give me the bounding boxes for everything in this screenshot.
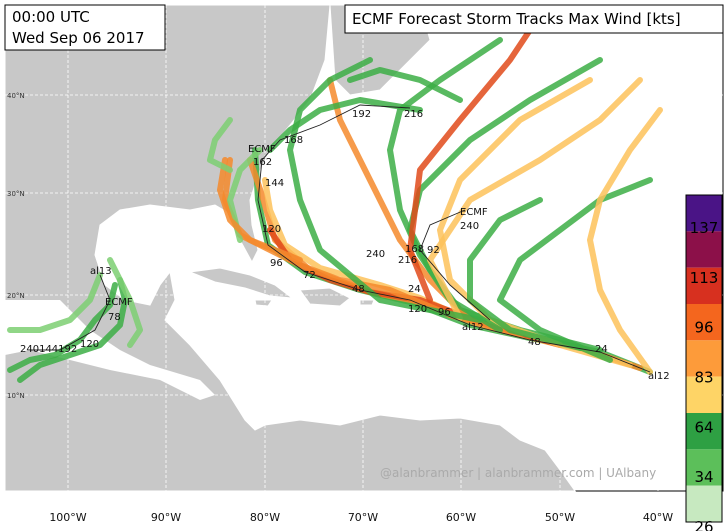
track-label: 78: [108, 312, 121, 323]
track-label: 216: [404, 109, 423, 120]
colorbar-label: 64: [694, 418, 713, 436]
official-track: [257, 104, 651, 373]
track-label: 240: [460, 221, 479, 232]
colorbar-label: 26: [694, 518, 713, 531]
track: [217, 157, 303, 263]
track-label: al12: [648, 371, 670, 382]
track-label: ECMF: [460, 207, 488, 218]
track: [7, 272, 103, 333]
valid-date: Wed Sep 06 2017: [12, 29, 145, 47]
storm-tracks: [7, 12, 663, 383]
cuba: [188, 267, 294, 299]
track: [227, 147, 263, 243]
track: [347, 67, 463, 103]
track-label: 48: [352, 284, 365, 295]
track: [107, 257, 143, 348]
colorbar-label: 96: [694, 319, 713, 337]
track-label: 24: [595, 344, 608, 355]
lat-label: 30°N: [7, 190, 25, 198]
lon-label: 80°W: [250, 511, 280, 524]
track-label: 162: [253, 157, 272, 168]
track-labels: al12 al12 24 48 96 24 120 48 72 96 120 1…: [20, 109, 670, 382]
track-label: 96: [270, 258, 283, 269]
lon-label: 40°W: [643, 511, 673, 524]
lat-label: 10°N: [7, 392, 25, 400]
colorbar-label: 34: [694, 468, 713, 486]
track-label: 168: [284, 135, 303, 146]
colorbar-segment: [686, 485, 722, 522]
official-track: [419, 209, 491, 321]
track: [267, 97, 423, 153]
track-label: al13: [90, 266, 112, 277]
track-label: ECMF: [105, 297, 133, 308]
track: [427, 77, 643, 321]
track-label: 92: [427, 245, 440, 256]
colorbar-label: 113: [690, 269, 719, 287]
lat-label: 20°N: [7, 292, 25, 300]
lat-label: 40°N: [7, 92, 25, 100]
track-label: 168: [405, 244, 424, 255]
title-box: [344, 4, 724, 34]
watermark: @alanbrammer | alanbrammer.com | UAlbany: [380, 466, 656, 480]
valid-time: 00:00 UTC: [12, 8, 90, 26]
track-label: 96: [438, 307, 451, 318]
track-label: 216: [398, 255, 417, 266]
lon-label: 50°W: [545, 511, 575, 524]
track-label: 240: [366, 249, 385, 260]
colorbar-segment: [686, 304, 722, 341]
official-track: [30, 274, 111, 351]
track-label: 120: [80, 339, 99, 350]
colorbar-segment: [686, 231, 722, 268]
colorbar-label: 83: [694, 369, 713, 387]
lon-label: 90°W: [151, 511, 181, 524]
puerto-rico: [359, 299, 375, 306]
track-label: 72: [303, 270, 316, 281]
track-label: 48: [528, 337, 541, 348]
lon-label: 60°W: [446, 511, 476, 524]
colorbar-label: 137: [690, 219, 719, 237]
time-box: [4, 4, 166, 51]
colorbar-segment: [686, 267, 722, 304]
track-label: 240144192: [20, 344, 77, 355]
colorbar-segment: [686, 376, 722, 413]
hispaniola: [299, 287, 351, 307]
track: [17, 277, 128, 383]
graticule: [5, 5, 723, 491]
track: [407, 12, 543, 303]
track: [327, 77, 473, 323]
colorbar-segment: [686, 340, 722, 377]
lon-label: 100°W: [49, 511, 86, 524]
track: [7, 282, 118, 373]
colorbar-segment: [686, 413, 722, 450]
colorbar: 137 113 96 83 64 34 26: [685, 194, 723, 531]
track: [467, 197, 583, 351]
track-label: al12: [462, 322, 484, 333]
colorbar-segment: [686, 195, 722, 232]
track-label: 144: [265, 178, 284, 189]
lon-labels: 100°W 90°W 80°W 70°W 60°W 50°W 40°W: [49, 511, 673, 524]
track-label: 120: [408, 304, 427, 315]
jamaica: [254, 299, 273, 307]
track-label: ECMF: [248, 144, 276, 155]
lon-label: 70°W: [348, 511, 378, 524]
colorbar-segment: [686, 449, 722, 486]
lat-labels: 40°N 30°N 20°N 10°N: [7, 92, 25, 400]
colorbar-frame: [685, 194, 723, 523]
track-label: 24: [408, 284, 421, 295]
track: [587, 107, 663, 375]
track-label: 120: [262, 224, 281, 235]
title: ECMF Forecast Storm Tracks Max Wind [kts…: [352, 10, 681, 28]
track-label: 192: [352, 109, 371, 120]
track: [207, 117, 233, 173]
